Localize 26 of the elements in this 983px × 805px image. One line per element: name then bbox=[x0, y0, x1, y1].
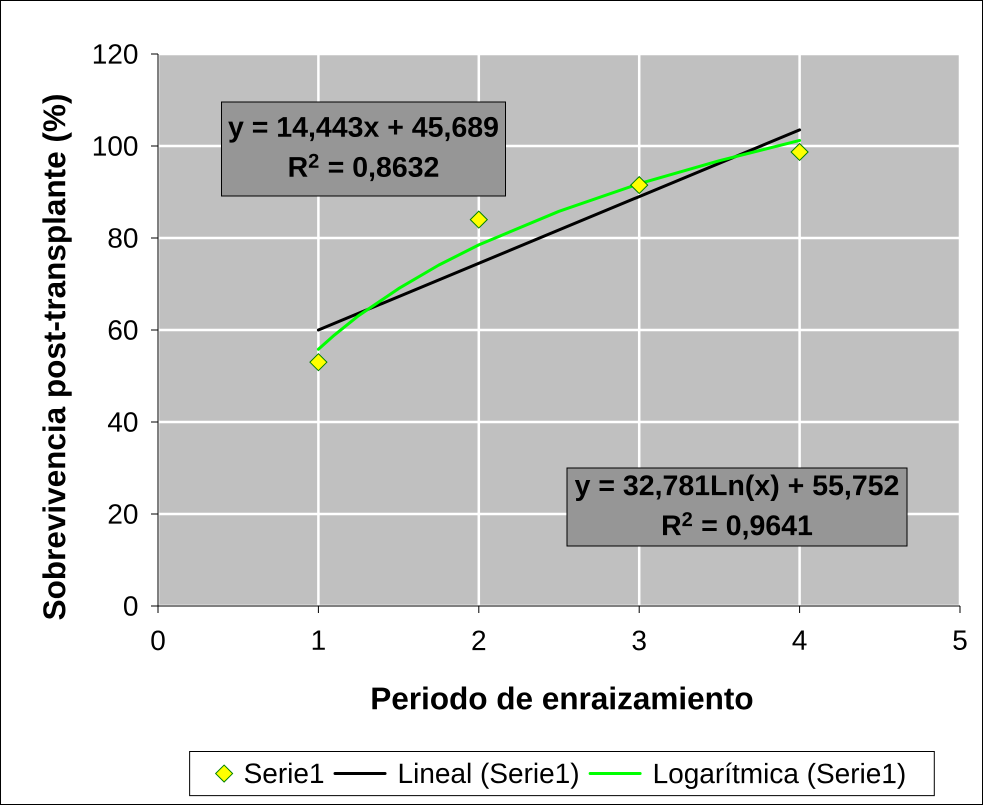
point bbox=[790, 142, 809, 161]
x-tick-label: 3 bbox=[632, 630, 646, 650]
legend-label: Logarítmica (Serie1) bbox=[654, 762, 904, 789]
x-tick-label: 5 bbox=[953, 630, 967, 650]
y-axis-title: Sobrevivencia post-transplante (%) bbox=[42, 95, 72, 620]
annotation: R$^{2}$ = 0,8632 bbox=[290, 154, 438, 182]
point bbox=[470, 210, 488, 229]
x-tick-label: 0 bbox=[151, 630, 165, 650]
y-tick-label: 60 bbox=[108, 320, 138, 340]
point bbox=[309, 353, 328, 372]
y-tick-label: 40 bbox=[108, 412, 138, 432]
x-tick-label: 4 bbox=[792, 630, 807, 650]
y-tick-label: 0 bbox=[124, 596, 138, 616]
y-tick-label: 20 bbox=[108, 504, 138, 524]
y-tick-label: 80 bbox=[108, 228, 138, 248]
annotation: y = 32,781Ln(x) + 55,752 bbox=[574, 474, 898, 502]
annotation: R$^{2}$ = 0,9641 bbox=[663, 512, 812, 540]
x-tick-label: 2 bbox=[472, 630, 486, 650]
x-tick-label: 1 bbox=[312, 630, 325, 650]
y-tick-label: 120 bbox=[94, 44, 138, 64]
annotation: y = 14,443x + 45,689 bbox=[228, 116, 498, 143]
point bbox=[630, 176, 648, 194]
legend-label: Serie1 bbox=[244, 762, 324, 784]
legend-label: Lineal (Serie1) bbox=[400, 762, 578, 789]
y-tick-label: 100 bbox=[94, 136, 138, 156]
x-axis-title: Periodo de enraizamiento bbox=[372, 686, 752, 710]
